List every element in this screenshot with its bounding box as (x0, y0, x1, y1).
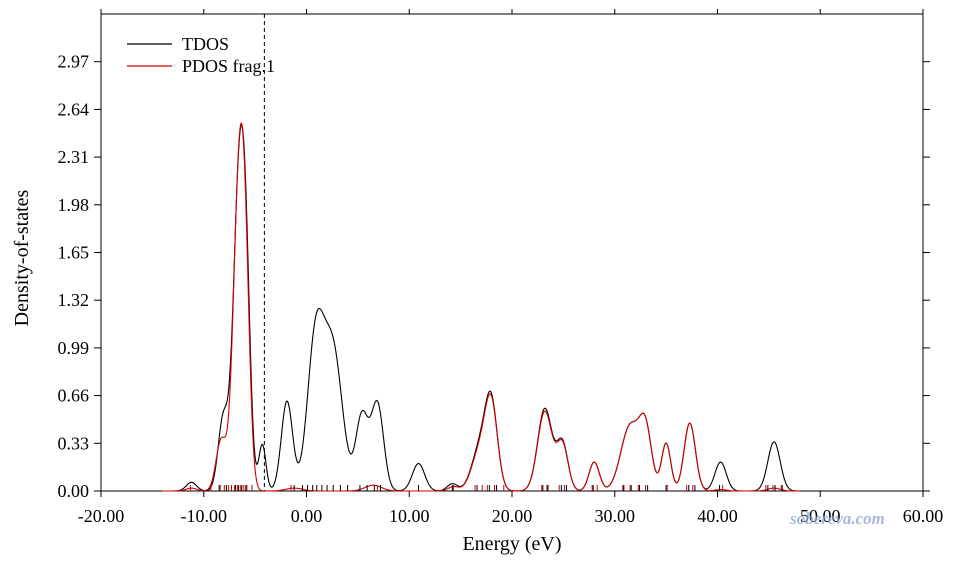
axes (100, 13, 924, 492)
y-tick-label: 2.31 (58, 147, 90, 167)
ticks: -20.00 -10.00 0.00 10.00 20.00 30.00 40.00 50.0… (58, 9, 944, 526)
y-tick-label: 1.98 (58, 195, 90, 215)
x-tick-label: -20.00 (78, 506, 125, 526)
x-tick-label: 50.00 (800, 506, 841, 526)
x-tick-label: 10.00 (389, 506, 430, 526)
level-sticks (189, 485, 783, 491)
y-tick-label: 0.00 (58, 481, 90, 501)
x-tick-label: 60.00 (903, 506, 944, 526)
x-tick-label: -10.00 (181, 506, 228, 526)
legend: TDOS PDOS frag.1 (127, 34, 275, 76)
y-tick-label: 1.32 (58, 290, 90, 310)
x-tick-label: 40.00 (697, 506, 738, 526)
watermark: sobereva.com (789, 509, 885, 528)
series-line-pdos (162, 122, 800, 492)
y-tick-label: 0.99 (58, 338, 90, 358)
y-axis-title: Density-of-states (11, 189, 33, 326)
y-tick-label: 2.97 (58, 52, 90, 72)
y-tick-label: 1.65 (58, 243, 90, 263)
y-tick-label: 0.33 (58, 433, 90, 453)
legend-label-tdos: TDOS (182, 34, 229, 54)
x-axis-title: Energy (eV) (462, 533, 561, 555)
x-tick-label: 30.00 (595, 506, 636, 526)
series-line-tdos (162, 123, 800, 492)
legend-label-pdos: PDOS frag.1 (182, 56, 275, 76)
y-tick-label: 0.66 (58, 386, 90, 406)
x-tick-label: 20.00 (492, 506, 533, 526)
series-layer (162, 122, 800, 492)
y-tick-label: 2.64 (58, 99, 90, 119)
plot-frame (100, 13, 924, 492)
x-tick-label: 0.00 (291, 506, 323, 526)
